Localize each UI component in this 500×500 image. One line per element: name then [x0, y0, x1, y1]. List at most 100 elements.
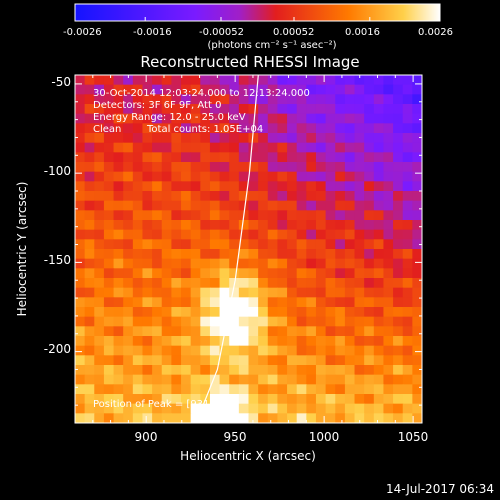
heatmap-cell — [132, 191, 144, 202]
heatmap-cell — [296, 316, 307, 327]
heatmap-cell — [248, 268, 259, 279]
heatmap-cell — [113, 104, 124, 115]
heatmap-cell — [412, 326, 422, 337]
heatmap-cell — [296, 403, 307, 414]
heatmap-cell — [132, 113, 144, 124]
heatmap-cell — [171, 278, 182, 289]
heatmap-cell — [200, 152, 211, 163]
heatmap-cell — [132, 316, 144, 327]
heatmap-cell — [393, 403, 404, 414]
heatmap-cell — [325, 191, 336, 202]
heatmap-cell — [364, 104, 375, 115]
heatmap-cell — [103, 75, 115, 86]
heatmap-cell — [383, 94, 394, 105]
heatmap-cell — [344, 345, 356, 356]
heatmap-cell — [287, 191, 298, 202]
heatmap-cell — [181, 239, 192, 250]
heatmap-cell — [113, 181, 124, 192]
heatmap-cell — [142, 384, 153, 395]
heatmap-cell — [209, 355, 221, 366]
heatmap-cell — [306, 336, 317, 347]
heatmap-cell — [267, 210, 279, 221]
heatmap-cell — [75, 278, 86, 289]
heatmap-cell — [277, 220, 288, 231]
heatmap-cell — [209, 403, 221, 414]
heatmap-cell — [306, 239, 317, 250]
heatmap-cell — [393, 307, 404, 318]
heatmap-cell — [306, 113, 317, 124]
heatmap-cell — [229, 336, 240, 347]
heatmap-cell — [373, 94, 385, 105]
heatmap-cell — [296, 162, 307, 173]
heatmap-cell — [84, 287, 95, 298]
heatmap-cell — [75, 162, 86, 173]
heatmap-cell — [296, 191, 307, 202]
heatmap-cell — [200, 374, 211, 385]
heatmap-cell — [412, 345, 422, 356]
heatmap-cell — [238, 75, 250, 86]
heatmap-cell — [123, 297, 134, 308]
heatmap-cell — [123, 104, 134, 115]
heatmap-cell — [393, 171, 404, 182]
heatmap-cell — [335, 84, 346, 95]
heatmap-cell — [354, 239, 365, 250]
heatmap-cell — [344, 123, 356, 134]
heatmap-cell — [142, 191, 153, 202]
heatmap-cell — [287, 316, 298, 327]
heatmap-cell — [238, 104, 250, 115]
heatmap-cell — [354, 374, 365, 385]
heatmap-cell — [315, 278, 327, 289]
colorbar-tick-label: 0.0026 — [418, 27, 453, 38]
heatmap-cell — [113, 171, 124, 182]
heatmap-cell — [238, 239, 250, 250]
heatmap-cell — [200, 142, 211, 153]
heatmap-cell — [325, 142, 336, 153]
heatmap-cell — [132, 249, 144, 260]
heatmap-cell — [364, 133, 375, 144]
heatmap-cell — [373, 345, 385, 356]
heatmap-cell — [132, 171, 144, 182]
heatmap-cell — [402, 355, 413, 366]
heatmap-cell — [161, 278, 172, 289]
heatmap-cell — [364, 162, 375, 173]
heatmap-cell — [84, 297, 95, 308]
heatmap-cell — [84, 316, 95, 327]
heatmap-cell — [402, 152, 413, 163]
heatmap-cell — [287, 307, 298, 318]
heatmap-cell — [315, 374, 327, 385]
heatmap-cell — [335, 75, 346, 86]
heatmap-cell — [315, 403, 327, 414]
heatmap-cell — [354, 258, 365, 269]
heatmap-cell — [161, 104, 172, 115]
heatmap-cell — [258, 210, 269, 221]
heatmap-cell — [267, 171, 279, 182]
heatmap-cell — [219, 239, 230, 250]
heatmap-cell — [315, 249, 327, 260]
heatmap-cell — [84, 113, 95, 124]
heatmap-cell — [402, 210, 413, 221]
heatmap-cell — [354, 229, 365, 240]
heatmap-cell — [123, 403, 134, 414]
heatmap-cell — [103, 210, 115, 221]
heatmap-cell — [325, 374, 336, 385]
heatmap-cell — [238, 326, 250, 337]
heatmap-cell — [393, 268, 404, 279]
heatmap-cell — [209, 326, 221, 337]
heatmap-cell — [123, 374, 134, 385]
heatmap-cell — [296, 152, 307, 163]
heatmap-cell — [219, 365, 230, 376]
heatmap-cell — [354, 316, 365, 327]
heatmap-cell — [412, 162, 422, 173]
heatmap-cell — [373, 249, 385, 260]
heatmap-cell — [383, 365, 394, 376]
heatmap-cell — [373, 365, 385, 376]
heatmap-cell — [373, 297, 385, 308]
heatmap-cell — [209, 316, 221, 327]
heatmap-cell — [94, 191, 105, 202]
heatmap-cell — [373, 104, 385, 115]
heatmap-cell — [248, 403, 259, 414]
heatmap-cell — [161, 268, 172, 279]
heatmap-cell — [200, 287, 211, 298]
heatmap-cell — [258, 113, 269, 124]
heatmap-cell — [200, 171, 211, 182]
